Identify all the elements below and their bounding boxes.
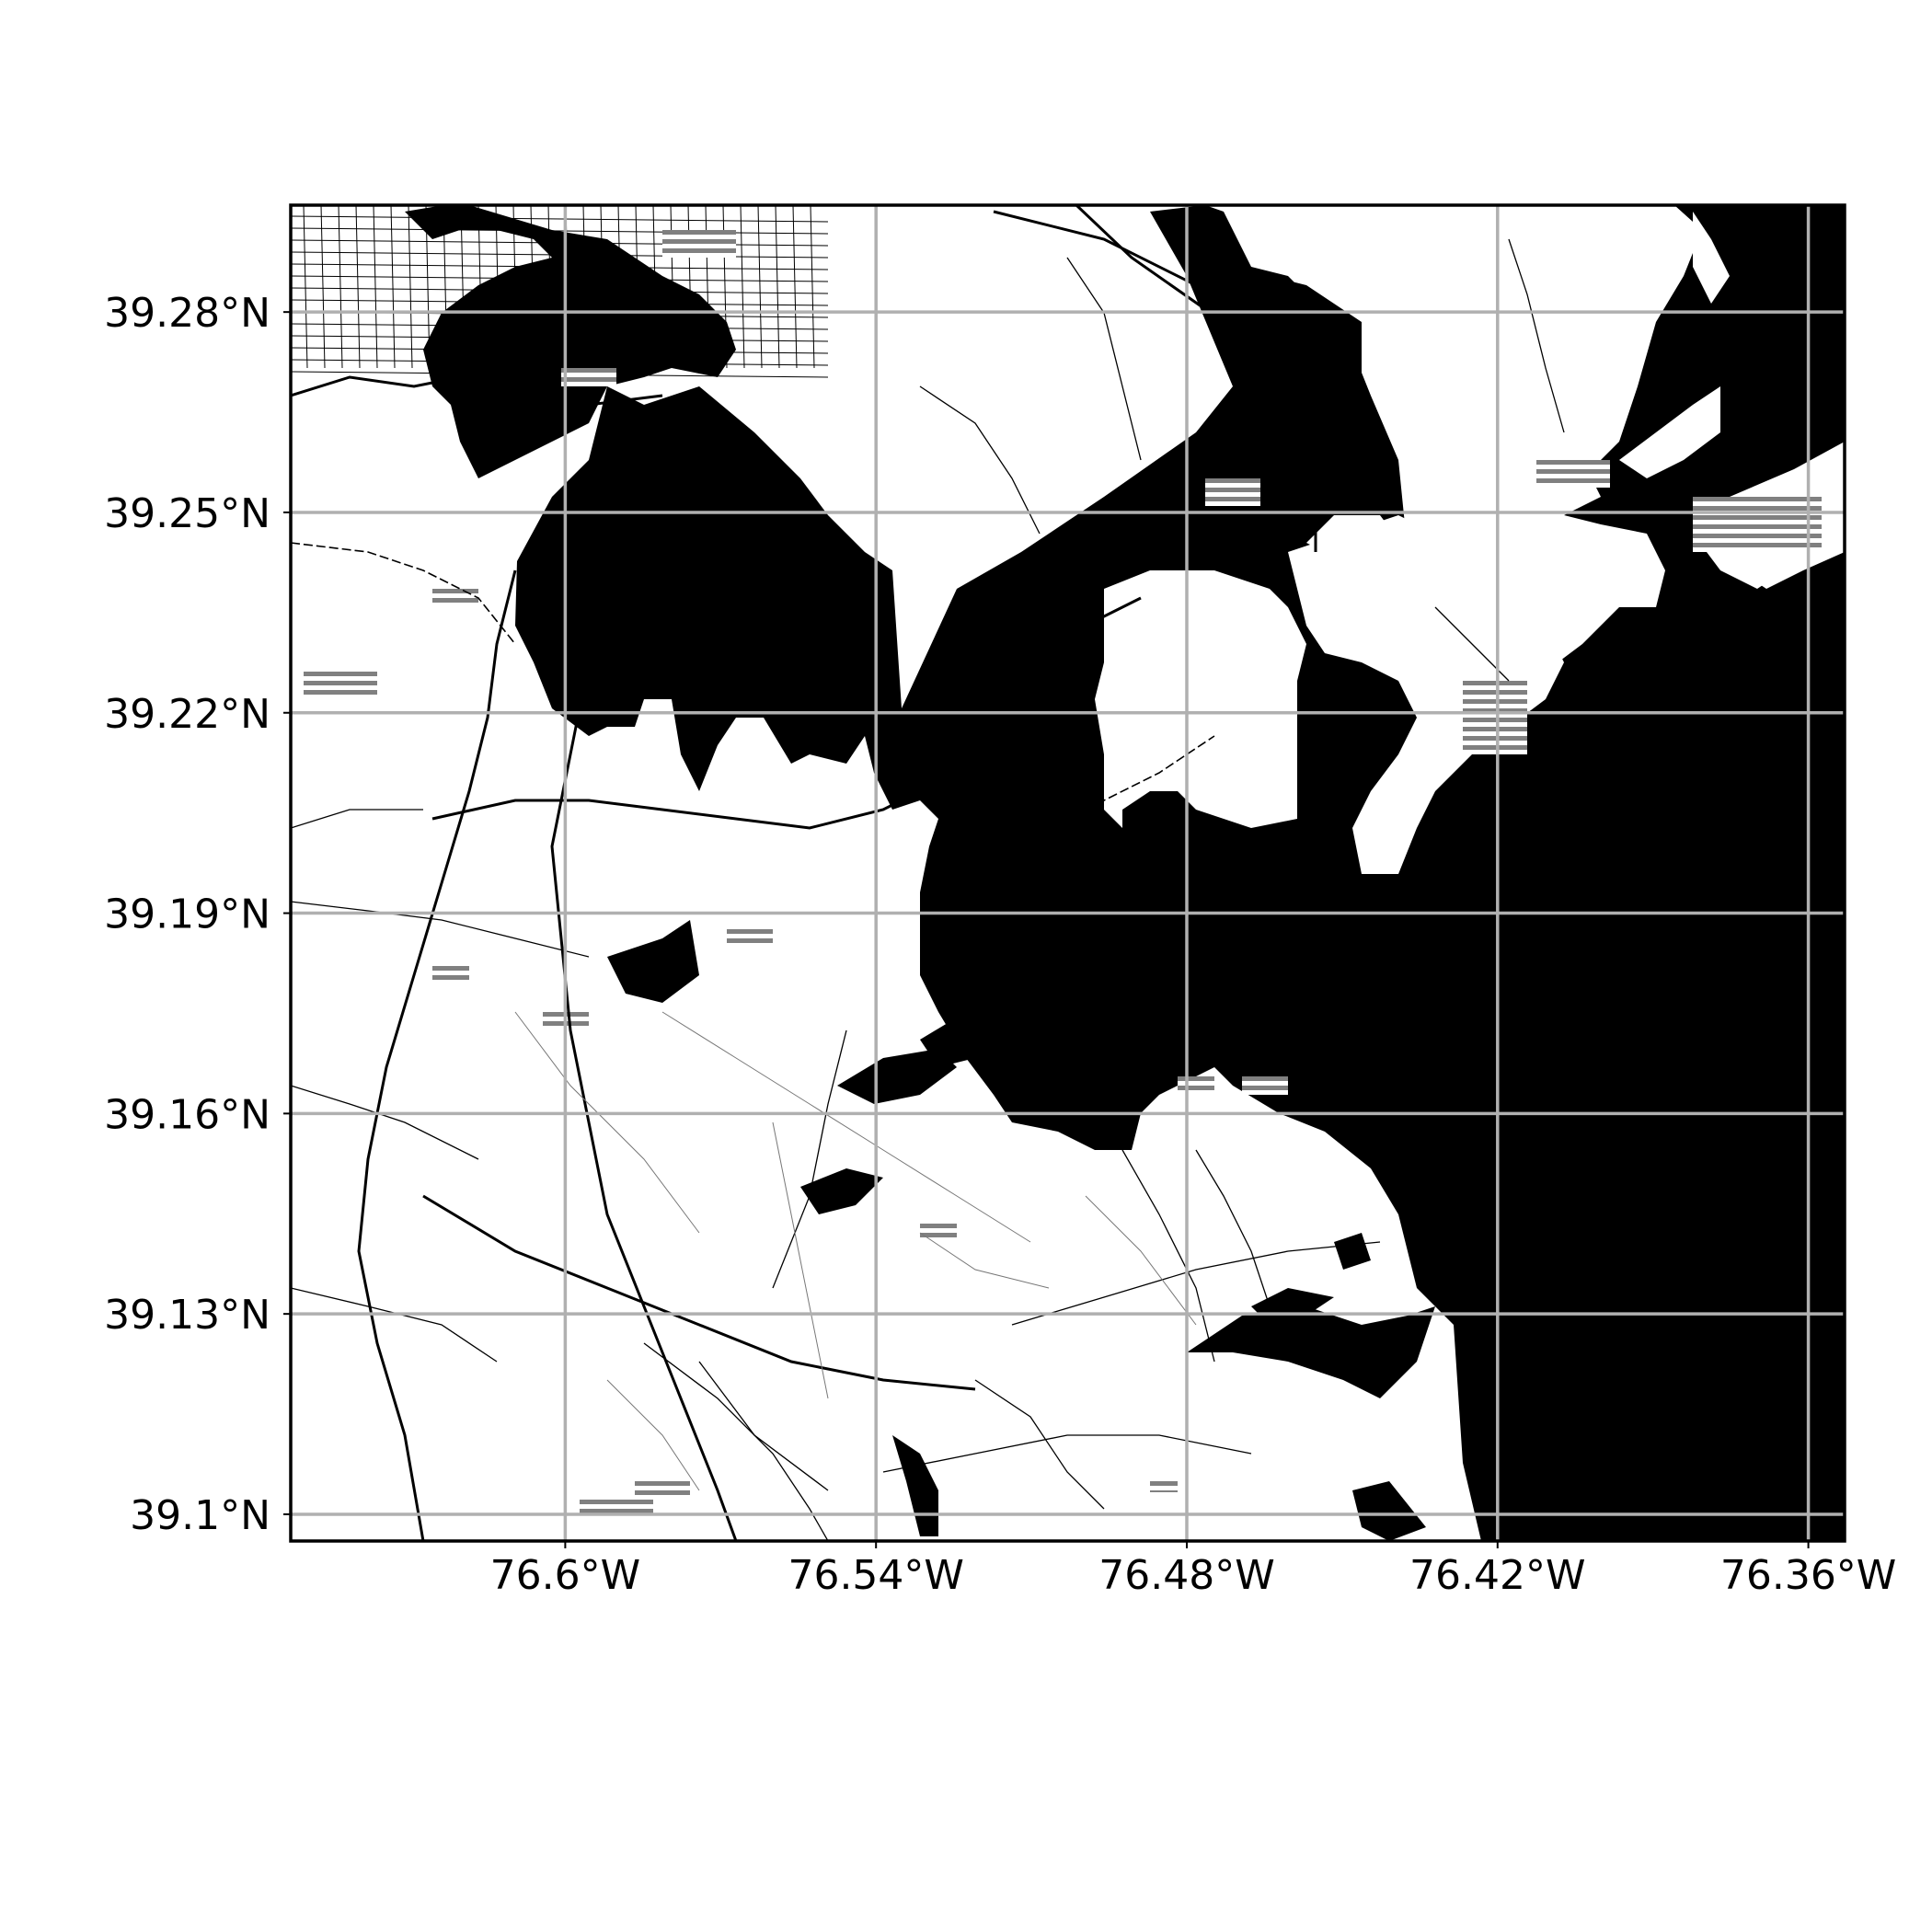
street — [757, 205, 763, 369]
x-tick-label: 76.54°W — [788, 1552, 963, 1599]
y-tick-label: 39.16°N — [104, 1091, 270, 1138]
y-tick-label: 39.1°N — [130, 1492, 270, 1539]
land-masses-in-water — [1095, 205, 1845, 874]
tidal-creek-1 — [938, 856, 1058, 948]
water-bodies — [405, 205, 1845, 1541]
harbor-channel — [405, 205, 736, 478]
tidal-creek-4 — [607, 920, 699, 1003]
street — [338, 205, 343, 369]
creek-south-3 — [892, 1435, 938, 1536]
tidal-creek-5 — [800, 1168, 883, 1214]
latitude-axis: 39.28°N 39.25°N 39.22°N 39.19°N 39.16°N 39.13… — [104, 290, 291, 1539]
x-tick-label: 76.6°W — [490, 1552, 640, 1599]
x-tick-label: 76.36°W — [1720, 1552, 1896, 1599]
tidal-creek-2 — [837, 1049, 957, 1104]
street — [355, 205, 361, 369]
dundalk-point — [1288, 515, 1564, 874]
hart-miller-area — [1619, 386, 1720, 478]
street — [408, 205, 413, 369]
y-tick-label: 39.28°N — [104, 290, 270, 337]
street — [390, 205, 396, 369]
patapsco-river-and-bay — [515, 205, 1845, 1541]
pond-east — [1334, 1233, 1371, 1270]
street — [291, 227, 829, 235]
road-network — [291, 205, 1565, 1541]
tidal-creek-3 — [920, 1012, 1012, 1067]
longitude-axis: 76.6°W 76.54°W 76.48°W 76.42°W 76.36°W — [490, 1541, 1896, 1599]
creek-south-2 — [1251, 1288, 1334, 1325]
graticule — [291, 205, 1845, 1541]
creek-south-4 — [1352, 1481, 1426, 1541]
y-tick-label: 39.13°N — [104, 1292, 270, 1339]
street — [320, 205, 326, 369]
street — [792, 205, 798, 369]
y-tick-label: 39.25°N — [104, 490, 270, 537]
y-tick-label: 39.22°N — [104, 691, 270, 738]
fort-carroll-dot — [993, 743, 1005, 754]
map-area[interactable] — [291, 202, 1845, 1541]
street — [740, 205, 745, 369]
street — [291, 215, 829, 223]
bear-creek-upper — [1270, 276, 1362, 386]
y-tick-label: 39.19°N — [104, 891, 270, 938]
street — [775, 205, 780, 369]
x-tick-label: 76.48°W — [1098, 1552, 1274, 1599]
peninsula-far-east — [1693, 212, 1730, 304]
map-frame — [289, 203, 1846, 1543]
x-tick-label: 76.42°W — [1409, 1552, 1585, 1599]
creek-south-1 — [1187, 1306, 1435, 1398]
street — [810, 205, 815, 369]
street — [373, 205, 378, 369]
street — [303, 205, 308, 369]
peninsula-east — [1417, 205, 1665, 515]
sparrows-point — [1095, 570, 1306, 828]
